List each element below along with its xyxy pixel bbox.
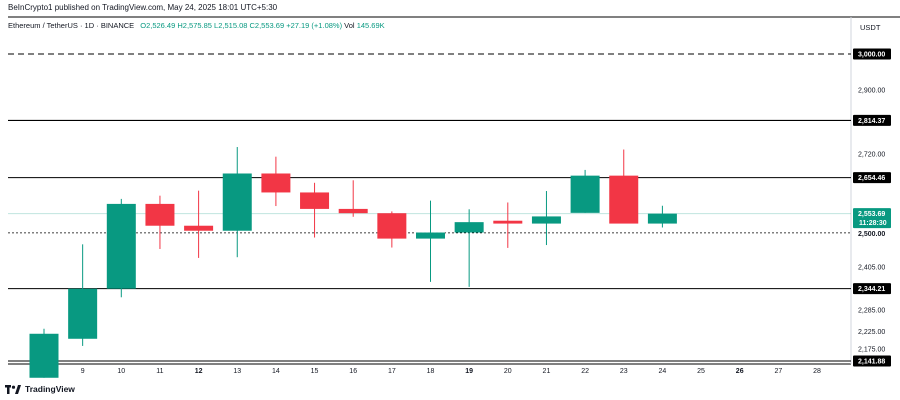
candle-body-11[interactable]	[145, 203, 175, 226]
current-price-box	[853, 208, 891, 229]
candle-body-24[interactable]	[647, 213, 677, 224]
level-label-265446: 2,654.46	[858, 175, 885, 182]
level-label-250000: 2,500.00	[858, 231, 885, 238]
x-tick-label: 14	[272, 368, 280, 375]
x-tick-label: 18	[427, 368, 435, 375]
x-tick-label: 10	[117, 368, 125, 375]
level-label-box	[853, 283, 891, 295]
x-tick-label: 25	[697, 368, 705, 375]
brand-name: TradingView	[25, 384, 75, 394]
level-label-box	[853, 114, 891, 126]
tradingview-logo-icon	[5, 384, 21, 394]
level-label-281437: 2,814.37	[858, 118, 885, 125]
level-label-box	[853, 172, 891, 184]
x-tick-label: 22	[581, 368, 589, 375]
level-label-box	[853, 355, 891, 367]
candle-body-17[interactable]	[377, 213, 407, 239]
x-tick-label: 9	[81, 368, 85, 375]
symbol-title: Ethereum / TetherUS · 1D · BINANCE	[8, 21, 135, 30]
y-tick-label: 2,225.00	[858, 329, 885, 336]
level-label-box	[853, 48, 891, 60]
x-tick-label: 11	[156, 368, 163, 375]
volume-label: Vol	[344, 21, 355, 30]
x-tick-label: 16	[349, 368, 357, 375]
ohlc-readout: O2,526.49 H2,575.85 L2,515.08 C2,553.69 …	[140, 21, 343, 30]
candle-body-22[interactable]	[570, 175, 600, 213]
x-tick-label: 13	[233, 368, 241, 375]
candle-body-14[interactable]	[261, 173, 291, 193]
x-tick-label: 19	[465, 368, 473, 375]
candle-body-10[interactable]	[106, 203, 136, 289]
candle-body-15[interactable]	[300, 192, 330, 209]
candle-body-21[interactable]	[531, 216, 561, 224]
candle-body-19[interactable]	[454, 222, 484, 233]
x-tick-label: 23	[620, 368, 628, 375]
currency-label: USDT	[860, 23, 881, 32]
candle-body-18[interactable]	[416, 232, 445, 239]
level-label-300000: 3,000.00	[858, 52, 885, 59]
candle-body-13[interactable]	[222, 173, 252, 231]
x-tick-label: 28	[813, 368, 821, 375]
candle-body-20[interactable]	[493, 220, 523, 224]
tradingview-brand: TradingView	[5, 384, 75, 394]
y-tick-label: 2,175.00	[858, 347, 885, 354]
y-tick-label: 2,720.00	[858, 152, 885, 159]
candle-body-12[interactable]	[184, 225, 214, 231]
y-tick-label: 2,900.00	[858, 87, 885, 94]
x-tick-label: 26	[736, 368, 744, 375]
candle-body-23[interactable]	[609, 175, 639, 224]
candle-body-8[interactable]	[29, 333, 59, 378]
x-tick-label: 12	[195, 368, 203, 375]
volume-value: 145.69K	[356, 21, 385, 30]
symbol-legend: Ethereum / TetherUS · 1D · BINANCE O2,52…	[8, 21, 385, 30]
y-tick-label: 2,285.00	[858, 307, 885, 314]
x-tick-label: 20	[504, 368, 512, 375]
candle-body-16[interactable]	[338, 208, 368, 214]
x-tick-label: 15	[311, 368, 319, 375]
level-label-214188: 2,141.88	[858, 359, 885, 366]
publisher-credit: BeInCrypto1 published on TradingView.com…	[8, 3, 278, 12]
countdown-label: 11:28:30	[859, 220, 887, 227]
candle-body-9[interactable]	[68, 288, 98, 339]
x-tick-label: 17	[388, 368, 396, 375]
y-tick-label: 2,405.00	[858, 264, 885, 271]
x-tick-label: 27	[774, 368, 782, 375]
current-price-label: 2,553.69	[858, 211, 885, 218]
x-tick-label: 21	[543, 368, 551, 375]
x-tick-label: 24	[659, 368, 667, 375]
level-label-234421: 2,344.21	[858, 286, 885, 293]
